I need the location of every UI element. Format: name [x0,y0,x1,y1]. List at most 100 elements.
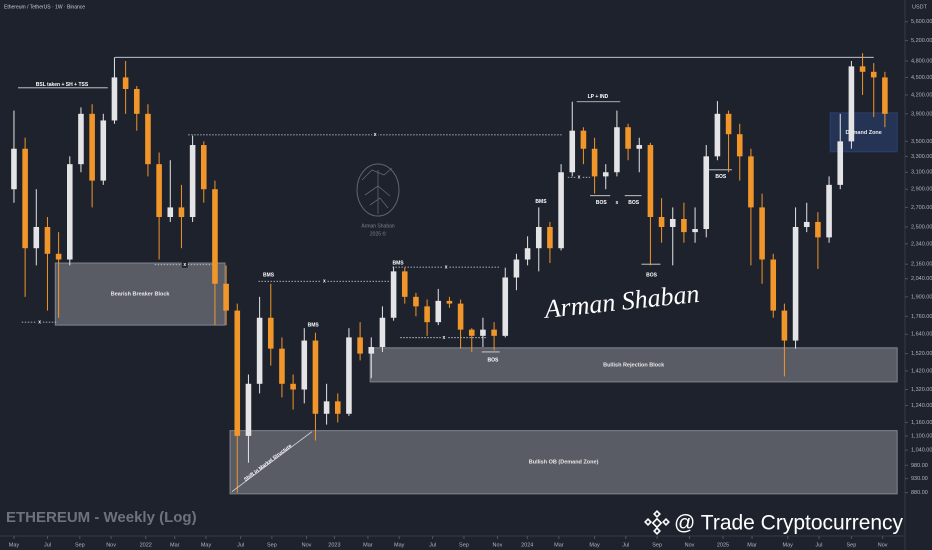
candle-body [334,401,341,414]
x-tick-label: Nov [106,542,116,548]
y-tick-label: 4,800.00 [911,58,932,64]
candle-body [413,296,419,307]
logo-lines [361,167,393,214]
levels: x x x x x x x [17,56,874,353]
annotation: BSL taken + SH + TSS [36,82,89,88]
level-label: x [442,335,445,341]
candle-body [491,329,497,336]
x-tick-label: Nov [493,542,503,548]
x-tick-label: Nov [878,542,888,548]
x-tick-label: Sep [652,542,662,548]
annotation: LP + IND [588,94,609,100]
y-tick-label: 880.00 [911,490,928,496]
logo: Arman Shaban 2025 © [356,163,400,237]
candle-body [792,226,799,341]
zones: Bearish Breaker Block Bullish Rejection B… [54,112,898,495]
x-tick-label: May [201,542,212,548]
y-tick-label: 3,100.00 [911,170,932,176]
icon-diamond [651,517,663,529]
x-tick-label: Jul [816,542,823,548]
candle-body [245,383,252,436]
watermark-icon [644,510,670,535]
candle-body [100,120,107,181]
candle-body [736,134,743,157]
candle-body [446,300,453,304]
y-tick-label: 1,520.00 [911,351,932,357]
candle-body [167,207,174,218]
x-tick-label: Mar [170,542,180,548]
y-tick-label: 1,640.00 [911,332,932,338]
annotation: BOS [715,174,727,180]
candle-body [133,88,140,114]
candle-body [848,66,855,142]
annotation: BMS [308,322,320,328]
y-tick-label: 3,300.00 [911,154,932,160]
candle-body [558,172,564,249]
candle-body [759,207,765,260]
x-tick-label: 2023 [328,542,340,548]
structure-shift-line [231,431,313,493]
candle-body [658,217,665,227]
icon-diamond [653,527,661,535]
candle-body [312,340,319,414]
candle-body [636,145,643,149]
candle-body [703,156,710,230]
candle-body [837,141,844,185]
level-label: x [445,264,448,270]
level-label-bg [443,264,450,271]
candle-body [33,226,40,249]
y-tick-label: 1,900.00 [911,294,932,300]
y-tick-label: 4,500.00 [911,75,932,81]
icon-diamond [662,518,670,526]
candle-body [55,253,62,260]
candle-body [513,259,520,278]
candle-body [223,283,229,311]
x-tick-label: Mar [747,542,757,548]
candle-body [725,113,732,135]
x-tick-label: Mar [554,542,564,548]
x-tick-label: May [783,542,794,548]
candle-body [625,127,631,149]
candle-body [290,383,296,390]
candle-body [368,347,375,354]
candle-body [882,77,888,114]
zone [369,347,898,383]
y-tick-label: 2,700.00 [911,205,932,211]
candle-body [748,156,754,208]
candle-body [78,113,84,165]
candle-body [826,184,832,238]
y-tick-label: 1,100.00 [911,433,932,439]
candle-body [524,248,531,260]
candle-body [591,148,598,177]
y-tick-label: 2,340.00 [911,241,932,247]
candle-body [692,229,698,233]
annotation: BMS [263,272,275,278]
zone-label: Bullish Rejection Block [603,362,665,368]
candle-body [669,218,676,227]
candle-body [11,148,17,190]
x-tick-label: Jul [429,542,436,548]
candle-body [234,310,241,436]
y-tick-label: 1,040.00 [911,448,932,454]
candle-body [212,189,218,284]
zone-label: Bearish Breaker Block [111,292,171,298]
level-label-bg [575,174,582,181]
y-tick-label: 2,040.00 [911,276,932,282]
x-tick-label: Jul [44,542,51,548]
x-tick-label: May [394,542,405,548]
y-tick-label: 1,760.00 [911,314,932,320]
candle-body [279,348,285,384]
x-tick-label: 2025 [717,542,729,548]
y-tick-label: 930.00 [911,476,928,482]
candle-body [301,340,308,390]
candle-body [122,77,129,89]
chart-title: ETHEREUM - Weekly (Log) [6,509,197,526]
level-label-bg [372,131,379,138]
y-unit: USDT [912,4,928,10]
candle-body [44,226,51,254]
icon-diamond [653,510,661,518]
candle-body [714,113,721,157]
x-tick-label: Sep [459,542,469,548]
x-tick-label: Sep [75,542,85,548]
level-label: x [578,175,581,181]
